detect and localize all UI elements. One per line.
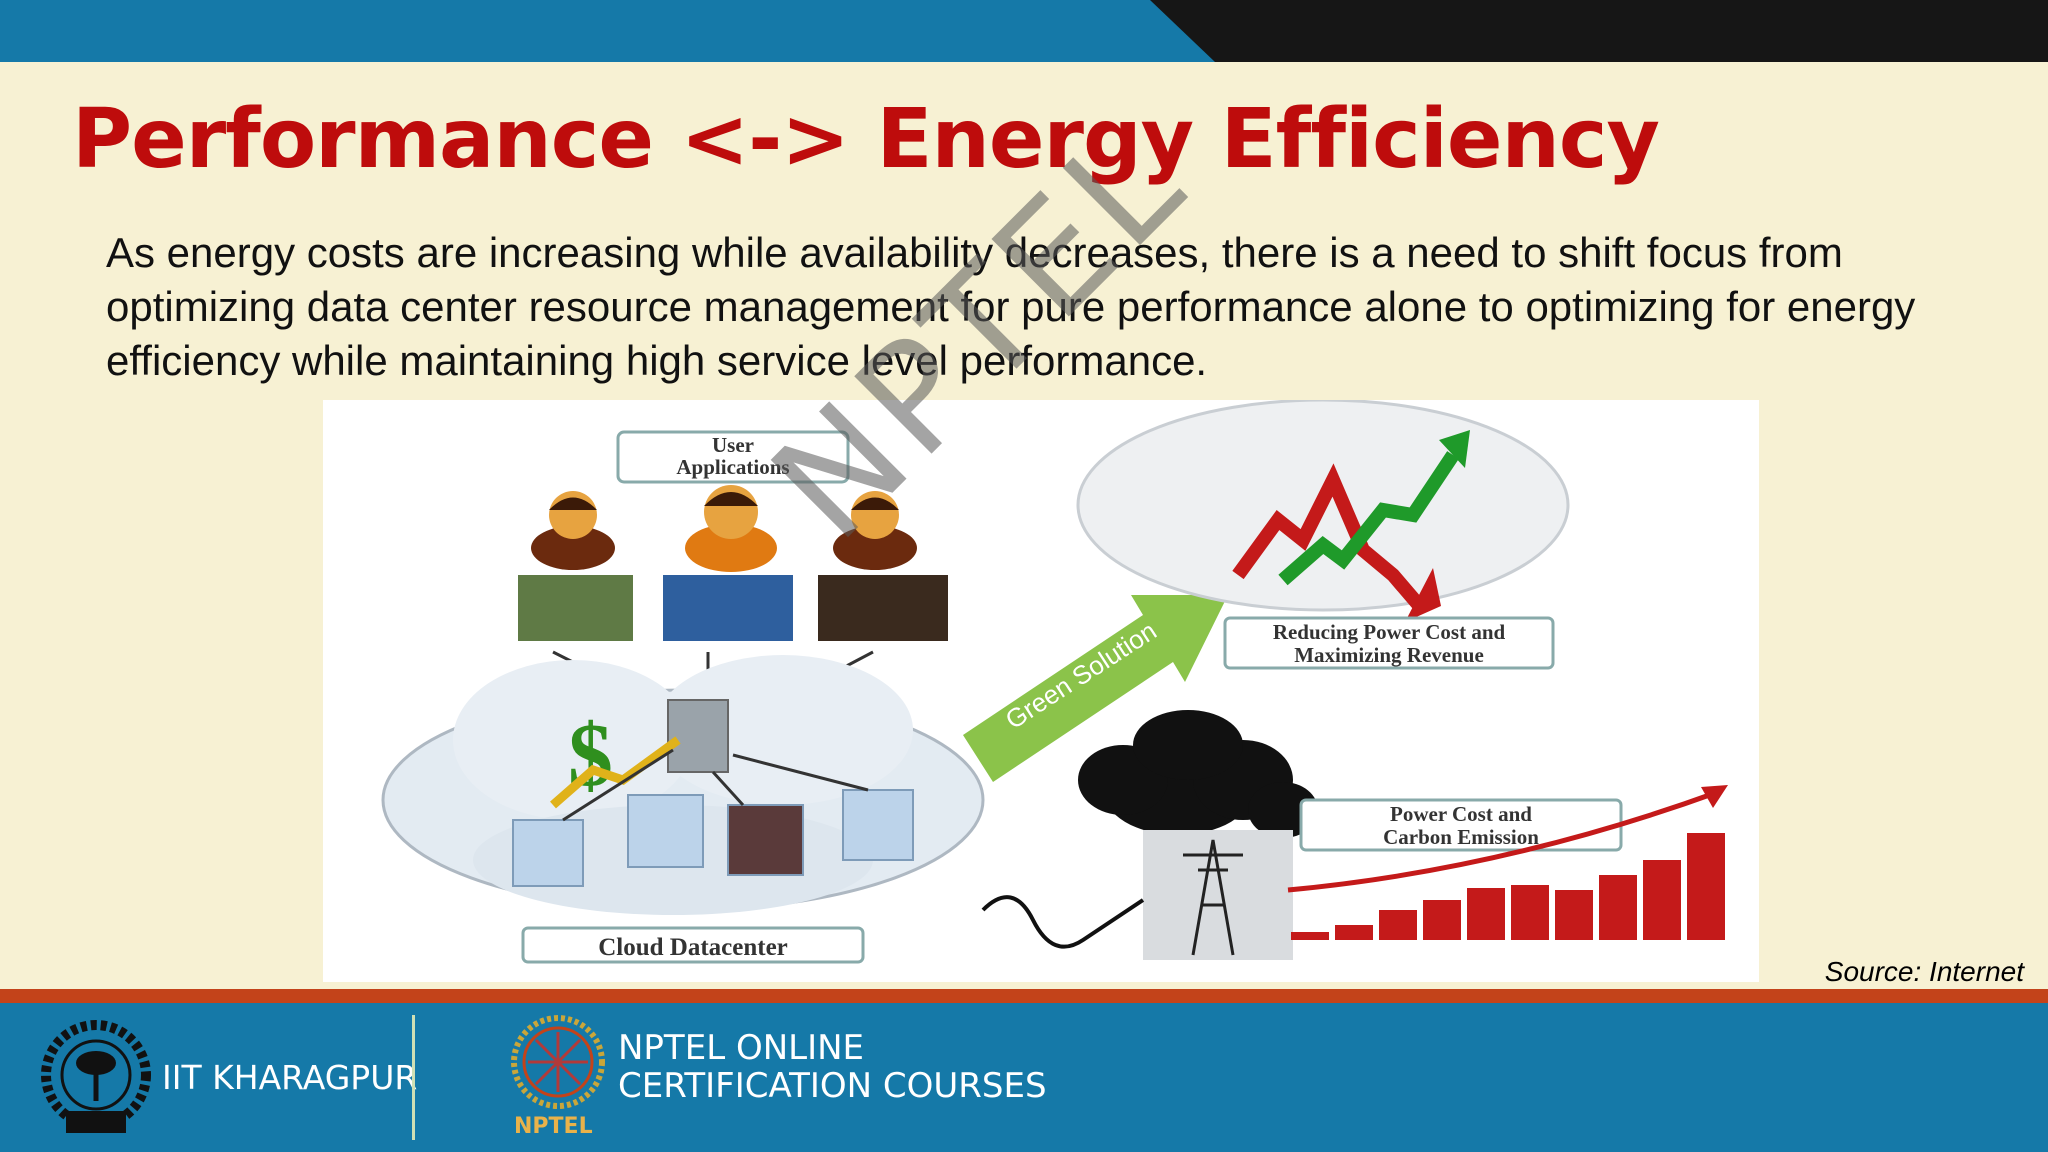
rising-cost-arrow [1287, 789, 1719, 893]
green-cloud-figure: User Applications [323, 400, 1759, 982]
growth-arrow-icon [550, 736, 681, 809]
falling-cost-line [1232, 463, 1429, 615]
iit-kharagpur-logo-icon [41, 1020, 151, 1133]
rack-icon [727, 804, 804, 876]
power-tower-icon [1183, 839, 1243, 956]
user-applications-line2: Applications [676, 455, 789, 479]
green-solution-arrow [963, 595, 1228, 782]
user-icon [833, 491, 917, 570]
footer-accent-strip [0, 989, 2048, 1003]
source-caption: Source: Internet [1824, 956, 2024, 987]
rack-icon [627, 794, 704, 868]
user-applications-box [616, 430, 850, 484]
distribution-arrows [562, 748, 869, 822]
nptel-logo-text: NPTEL [514, 1114, 593, 1139]
reducing-box [1223, 616, 1555, 670]
certification-courses-text: CERTIFICATION COURSES [618, 1066, 1047, 1106]
rising-bars [1291, 833, 1725, 940]
user-icon [531, 491, 615, 570]
rack-icon [512, 819, 584, 887]
cloud-datacenter-box [521, 926, 865, 964]
falling-cost-arrowhead [1405, 568, 1441, 622]
server-icon [667, 699, 729, 773]
nptel-online-text: NPTEL ONLINE [618, 1028, 865, 1068]
reducing-line1: Reducing Power Cost and [1273, 620, 1506, 644]
rising-cost-arrowhead [1701, 785, 1728, 808]
cloud-shape [381, 655, 985, 915]
cloud-datacenter-label: Cloud Datacenter [598, 934, 788, 961]
user-applications-line1: User [712, 433, 754, 457]
app-thumbnail [818, 575, 948, 641]
reducing-line2: Maximizing Revenue [1294, 643, 1484, 667]
rising-revenue-arrowhead [1439, 430, 1470, 468]
rising-revenue-line [1278, 451, 1459, 586]
power-tower-background [1143, 830, 1293, 960]
user-icon [685, 485, 777, 572]
iit-kharagpur-text: IIT KHARAGPUR [162, 1058, 418, 1097]
app-thumbnail [663, 575, 793, 641]
slide-body-text: As energy costs are increasing while ava… [106, 229, 1916, 384]
figure-illustration: User Applications [381, 400, 1728, 964]
footer-divider [412, 1015, 415, 1140]
rack-icon [842, 789, 914, 861]
top-bar-dark-accent [1150, 0, 2048, 62]
power-cost-line2: Carbon Emission [1383, 825, 1539, 849]
footer-band [0, 1003, 2048, 1152]
app-thumbnail [518, 575, 633, 641]
slide-title: Performance <-> Energy Efficiency [72, 92, 1660, 187]
smoke-cloud [1078, 710, 1318, 838]
nptel-logo-icon [511, 1015, 605, 1109]
power-cable [981, 895, 1145, 949]
power-cost-line1: Power Cost and [1390, 802, 1532, 826]
